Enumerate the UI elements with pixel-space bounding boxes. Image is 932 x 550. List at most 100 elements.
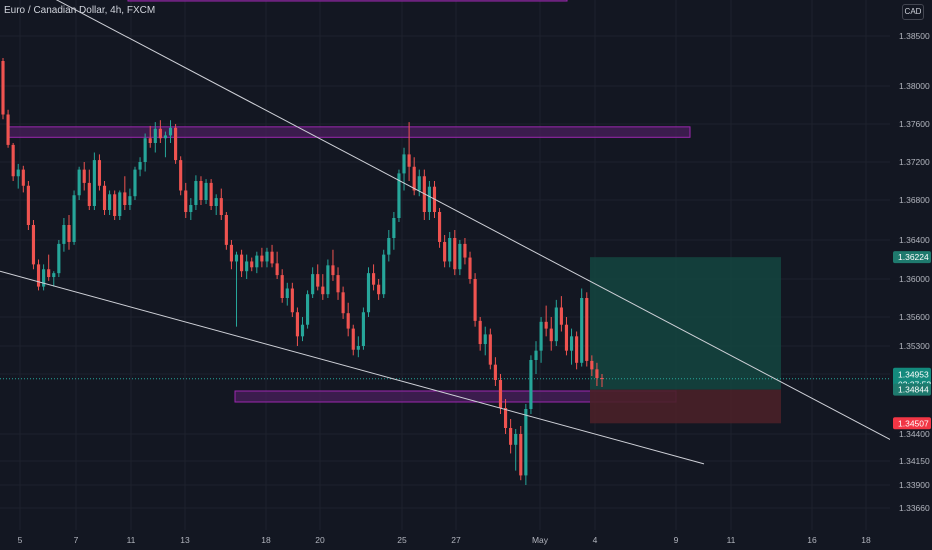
candle-body xyxy=(16,169,20,177)
target-price-tag-bg xyxy=(893,251,931,264)
candle-body xyxy=(265,251,269,262)
time-tick-label: 25 xyxy=(397,535,407,545)
candle-body xyxy=(580,298,584,363)
candle-body xyxy=(280,275,284,298)
price-tick-label: 1.38000 xyxy=(899,81,930,91)
time-tick-label: 20 xyxy=(315,535,325,545)
candle-body xyxy=(47,269,51,278)
candle-body xyxy=(529,360,533,409)
candle-body xyxy=(229,244,234,262)
candle-body xyxy=(306,294,310,325)
candle-body xyxy=(21,169,25,186)
candle-body xyxy=(250,261,254,268)
currency-button[interactable]: CAD xyxy=(902,4,924,20)
time-axis[interactable]: 5 7 11 13 18 20 25 27 May 4 9 11 16 18 xyxy=(18,535,871,545)
candle-body xyxy=(245,261,249,272)
candle-body xyxy=(97,160,102,186)
candle-body xyxy=(6,114,10,145)
candle-body xyxy=(473,279,477,321)
entry-price-tag: 1.34844 xyxy=(898,385,929,395)
time-tick-label: 16 xyxy=(807,535,817,545)
trendline xyxy=(0,270,705,465)
candle-body xyxy=(174,127,178,161)
candle-body xyxy=(123,192,127,205)
candle-body xyxy=(590,360,594,370)
candle-body xyxy=(270,251,274,264)
candle-body xyxy=(240,254,244,272)
price-tick-label: 1.37200 xyxy=(899,157,930,167)
candle-body xyxy=(407,154,411,167)
candle-body xyxy=(346,313,350,329)
candle-body xyxy=(326,265,330,295)
candle-body xyxy=(341,292,345,314)
candle-body xyxy=(285,288,289,298)
candle-body xyxy=(427,186,431,212)
candle-body xyxy=(559,307,563,325)
price-tick-label: 1.35600 xyxy=(899,312,930,322)
candle-body xyxy=(11,144,15,177)
price-tick-label: 1.34400 xyxy=(899,429,930,439)
candle-body xyxy=(549,328,553,342)
time-tick-label: 5 xyxy=(18,535,23,545)
candle-body xyxy=(42,269,46,287)
candle-body xyxy=(52,273,56,278)
candle-body xyxy=(77,169,81,196)
candle-body xyxy=(321,286,325,295)
time-tick-label: 11 xyxy=(727,535,736,545)
candle-body xyxy=(163,135,168,139)
candle-body xyxy=(417,176,421,191)
candle-body xyxy=(255,255,259,268)
time-tick-label: 11 xyxy=(127,535,136,545)
candle-body xyxy=(102,185,107,210)
stop-price-tag: 1.34507 xyxy=(898,418,929,428)
target-price-tag: 1.36224 xyxy=(898,252,929,262)
candle-body xyxy=(67,225,71,242)
candle-body xyxy=(72,195,76,242)
price-axis[interactable]: 1.38500 1.38000 1.37600 1.37200 1.36800 1.364… xyxy=(890,0,932,550)
candle-body xyxy=(402,154,406,174)
candle-body xyxy=(509,428,513,445)
trendlines-layer xyxy=(0,0,893,465)
candle-body xyxy=(498,380,503,408)
price-tick-label: 1.37600 xyxy=(899,119,930,129)
candle-body xyxy=(437,212,442,242)
candle-body xyxy=(377,284,381,295)
candle-body xyxy=(143,138,147,162)
candle-body xyxy=(168,127,173,136)
candle-body xyxy=(371,273,376,285)
time-tick-label: May xyxy=(532,535,549,545)
candle-body xyxy=(453,238,457,270)
candle-body xyxy=(209,182,213,206)
candle-body xyxy=(179,160,183,191)
candle-body xyxy=(311,274,315,295)
drawings-layer xyxy=(0,0,890,424)
stop-price-tag-bg xyxy=(893,417,931,430)
candle-body xyxy=(316,274,320,287)
symbol-title: Euro / Canadian Dollar, 4h, FXCM xyxy=(4,5,156,16)
candle-body xyxy=(148,138,152,143)
time-tick-label: 18 xyxy=(861,535,871,545)
candle-body xyxy=(290,288,294,313)
candle-body xyxy=(199,181,203,200)
candle-body xyxy=(595,369,599,378)
current-price-tag: 1.34953 xyxy=(898,370,929,380)
time-tick-label: 4 xyxy=(593,535,598,545)
candle-body xyxy=(331,265,335,276)
price-tick-label: 1.35300 xyxy=(899,341,930,351)
candle-body xyxy=(194,181,198,205)
candle-body xyxy=(478,320,482,345)
target-zone xyxy=(590,257,781,390)
price-axis-bg xyxy=(890,0,932,550)
candle-body xyxy=(184,190,188,212)
candle-body xyxy=(234,254,239,262)
time-tick-label: 7 xyxy=(74,535,79,545)
candle-body xyxy=(1,61,5,115)
candle-body xyxy=(524,409,528,476)
candle-body xyxy=(544,321,548,329)
candle-body xyxy=(382,254,386,295)
candle-body xyxy=(569,336,574,351)
price-tick-label: 1.36400 xyxy=(899,235,930,245)
